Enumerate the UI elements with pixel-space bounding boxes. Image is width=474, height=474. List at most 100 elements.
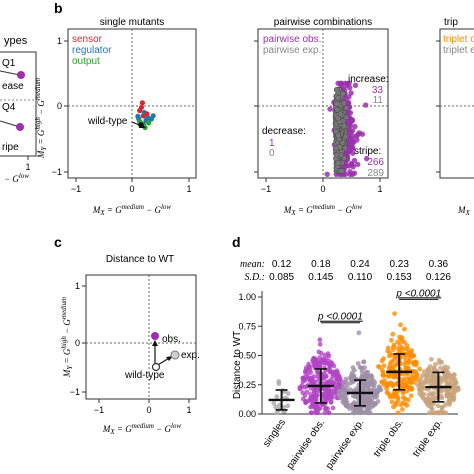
mean-value: 0.23 [389, 259, 409, 270]
distance-point [425, 396, 431, 401]
sd-value: 0.145 [308, 272, 333, 283]
pairwise-obs-point [347, 171, 353, 177]
pairwise-obs-point [364, 155, 370, 162]
distance-point [402, 361, 408, 367]
distance-point [319, 351, 324, 356]
distance-point [349, 370, 355, 376]
distance-point [352, 410, 357, 416]
distance-point [317, 341, 323, 347]
distance-point [372, 394, 378, 400]
pairwise-obs-point [347, 85, 353, 91]
distance-point [445, 365, 451, 370]
distance-point [314, 392, 320, 398]
xtick-label: −1 [261, 184, 271, 194]
distance-point [377, 364, 382, 370]
panel-a-label-q4: Q4 [2, 102, 16, 113]
panel-d: mean: S.D.: 0.120.0850.180.1450.240.1100… [232, 259, 461, 472]
ytick-label: 0 [57, 101, 62, 111]
stats-header-mean: mean: [240, 259, 265, 270]
ytick-label: 1 [75, 281, 80, 291]
single-mutant-point [146, 120, 152, 126]
pairwise-exp-point [338, 168, 345, 174]
distance-point [395, 346, 400, 351]
sd-value: 0.126 [426, 272, 451, 283]
ytick-label: 0.00 [238, 409, 256, 419]
pairwise-exp-point [335, 95, 342, 101]
distance-point [314, 405, 320, 410]
pairwise-obs-point [346, 80, 352, 87]
significance-label: p <0.0001 [317, 312, 363, 323]
ytick-label: 1 [57, 36, 62, 46]
xtick-label: pairwise obs. [285, 417, 327, 471]
distance-point [393, 400, 399, 406]
distance-point [372, 380, 378, 385]
panel-a-point [17, 71, 25, 79]
panel-a-point [16, 123, 24, 131]
panel-c-ylabel: MY = Ghigh − Gmedium [60, 297, 74, 378]
pairwise-exp-point [333, 101, 340, 107]
subplot-frame [439, 28, 474, 179]
sd-value: 0.153 [387, 272, 412, 283]
distance-point [435, 403, 441, 409]
pairwise-exp-point [339, 140, 346, 146]
distance-point [393, 354, 398, 360]
distance-point [385, 345, 391, 351]
distance-point [385, 374, 391, 379]
panel-a-title-tail: ypes [4, 35, 28, 47]
distance-point [400, 407, 405, 412]
sd-value: 0.085 [269, 272, 294, 283]
distance-point [325, 395, 331, 400]
distance-point [340, 380, 346, 386]
distance-point [455, 387, 461, 393]
pairwise-obs-point [349, 145, 356, 151]
distance-point [341, 395, 347, 400]
distance-point [398, 322, 403, 328]
pairwise-obs-point [351, 139, 357, 146]
distance-point [317, 355, 322, 361]
distance-point [326, 410, 331, 416]
distance-point [444, 376, 450, 382]
single-mutant-point [135, 113, 141, 119]
distance-point [402, 383, 408, 389]
distance-point [408, 393, 414, 399]
distance-point [390, 347, 396, 353]
pairwise-obs-point [352, 82, 359, 89]
pairwise-exp-point [343, 105, 350, 111]
distance-point [330, 405, 336, 411]
pairwise-exp-point [341, 100, 347, 106]
stripe-label: stripe: [354, 146, 381, 157]
legend-regulator: regulator [72, 45, 112, 56]
distance-point [412, 359, 418, 365]
distance-point [392, 374, 397, 380]
distance-point [364, 396, 370, 402]
panel-b-yaxis: 1 0 −1 [52, 36, 62, 177]
pairwise-obs-point [348, 90, 354, 96]
distance-point [406, 358, 412, 364]
distance-point [447, 400, 453, 406]
pairwise-obs-point [355, 161, 361, 168]
distance-point [352, 400, 357, 405]
stats-row: 0.12 0.085 0.18 0.145 0.24 0.110 0.23 0.153 0.36… [269, 259, 451, 283]
distance-point [421, 369, 427, 374]
wild-type-point [151, 362, 161, 372]
legend-sensor: sensor [72, 34, 103, 45]
xtick-label: 1 [186, 184, 191, 194]
xtick-label: pairwise exp. [324, 417, 366, 471]
distance-point [442, 402, 448, 408]
distance-point [308, 395, 314, 401]
distance-point [313, 396, 319, 401]
distance-point [391, 390, 397, 396]
distance-point [409, 385, 415, 391]
distance-point [365, 384, 371, 390]
distance-point [402, 355, 408, 360]
pairwise-exp-point [335, 160, 342, 166]
panel-b-label: b [54, 0, 63, 16]
decrease-label: decrease: [262, 126, 306, 137]
distance-point [418, 376, 423, 382]
single-mutant-point [144, 111, 150, 117]
distance-point [271, 400, 277, 406]
distance-points [271, 311, 461, 416]
distance-point [322, 410, 328, 416]
distance-point [374, 390, 380, 396]
distance-point [350, 405, 355, 411]
